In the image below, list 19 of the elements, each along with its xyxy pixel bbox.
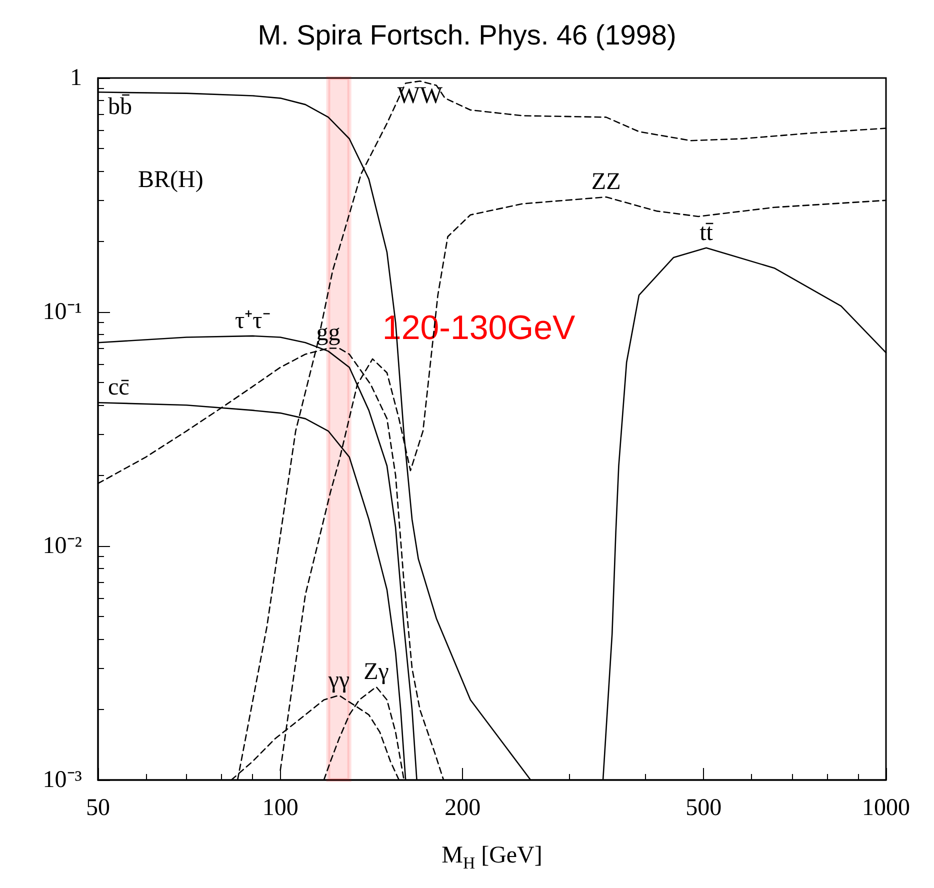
y-tick-label: 10⁻² xyxy=(42,533,82,559)
x-tick-label: 500 xyxy=(686,795,722,821)
series-label: γγ xyxy=(327,667,350,694)
y-tick-label: 10⁻¹ xyxy=(42,299,82,325)
x-tick-label: 200 xyxy=(444,795,481,821)
series-label: τ⁺τ⁻ xyxy=(234,308,270,334)
series-label: ZZ xyxy=(591,169,621,196)
series-label: tt̄ xyxy=(700,220,714,246)
y-tick-label: 10⁻³ xyxy=(42,767,82,793)
series-label: gg xyxy=(316,320,340,346)
y-tick-label: 1 xyxy=(70,65,82,91)
x-tick-label: 50 xyxy=(86,795,110,821)
series-label: cc̄ xyxy=(108,374,130,401)
chart-title: M. Spira Fortsch. Phys. 46 (1998) xyxy=(258,20,676,50)
x-tick-label: 1000 xyxy=(862,795,910,821)
x-tick-label: 100 xyxy=(262,795,298,821)
series-label: Zγ xyxy=(364,658,390,685)
annotation: BR(H) xyxy=(138,167,204,193)
series-label: bb̄ xyxy=(108,94,132,120)
